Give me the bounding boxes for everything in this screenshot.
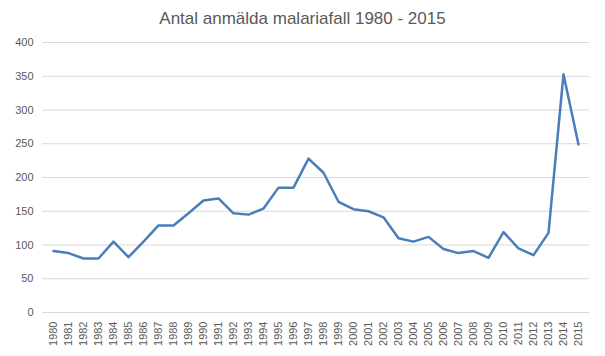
- svg-text:2000: 2000: [347, 322, 359, 346]
- svg-text:1986: 1986: [137, 322, 149, 346]
- svg-text:2011: 2011: [512, 322, 524, 346]
- svg-text:2007: 2007: [452, 322, 464, 346]
- svg-text:100: 100: [15, 239, 33, 251]
- svg-text:2006: 2006: [437, 322, 449, 346]
- svg-text:400: 400: [15, 36, 33, 48]
- svg-text:300: 300: [15, 104, 33, 116]
- svg-text:2015: 2015: [572, 322, 584, 346]
- svg-text:1983: 1983: [92, 322, 104, 346]
- svg-text:1980: 1980: [47, 322, 59, 346]
- svg-text:1988: 1988: [167, 322, 179, 346]
- svg-text:1997: 1997: [302, 322, 314, 346]
- svg-text:50: 50: [21, 272, 33, 284]
- svg-text:350: 350: [15, 70, 33, 82]
- svg-text:1987: 1987: [152, 322, 164, 346]
- svg-text:1994: 1994: [257, 322, 269, 346]
- svg-text:1992: 1992: [227, 322, 239, 346]
- svg-text:2003: 2003: [392, 322, 404, 346]
- svg-text:1985: 1985: [122, 322, 134, 346]
- svg-text:2005: 2005: [422, 322, 434, 346]
- svg-text:1998: 1998: [317, 322, 329, 346]
- svg-text:1984: 1984: [107, 322, 119, 346]
- svg-text:0: 0: [27, 306, 33, 318]
- svg-text:2004: 2004: [407, 322, 419, 346]
- svg-text:2008: 2008: [467, 322, 479, 346]
- svg-text:1981: 1981: [62, 322, 74, 346]
- svg-text:1995: 1995: [272, 322, 284, 346]
- svg-text:200: 200: [15, 171, 33, 183]
- svg-text:2014: 2014: [557, 322, 569, 346]
- svg-text:2010: 2010: [497, 322, 509, 346]
- svg-text:2013: 2013: [542, 322, 554, 346]
- svg-text:1993: 1993: [242, 322, 254, 346]
- html-text:Antal anmälda malariafall 1980: Antal anmälda malariafall 1980 - 2015: [159, 9, 446, 28]
- svg-text:2012: 2012: [527, 322, 539, 346]
- svg-text:1990: 1990: [197, 322, 209, 346]
- svg-text:1982: 1982: [77, 322, 89, 346]
- svg-text:1999: 1999: [332, 322, 344, 346]
- svg-text:250: 250: [15, 137, 33, 149]
- svg-text:1989: 1989: [182, 322, 194, 346]
- svg-text:2002: 2002: [377, 322, 389, 346]
- svg-text:2009: 2009: [482, 322, 494, 346]
- svg-text:2001: 2001: [362, 322, 374, 346]
- svg-text:150: 150: [15, 205, 33, 217]
- svg-text:1996: 1996: [287, 322, 299, 346]
- svg-text:1991: 1991: [212, 322, 224, 346]
